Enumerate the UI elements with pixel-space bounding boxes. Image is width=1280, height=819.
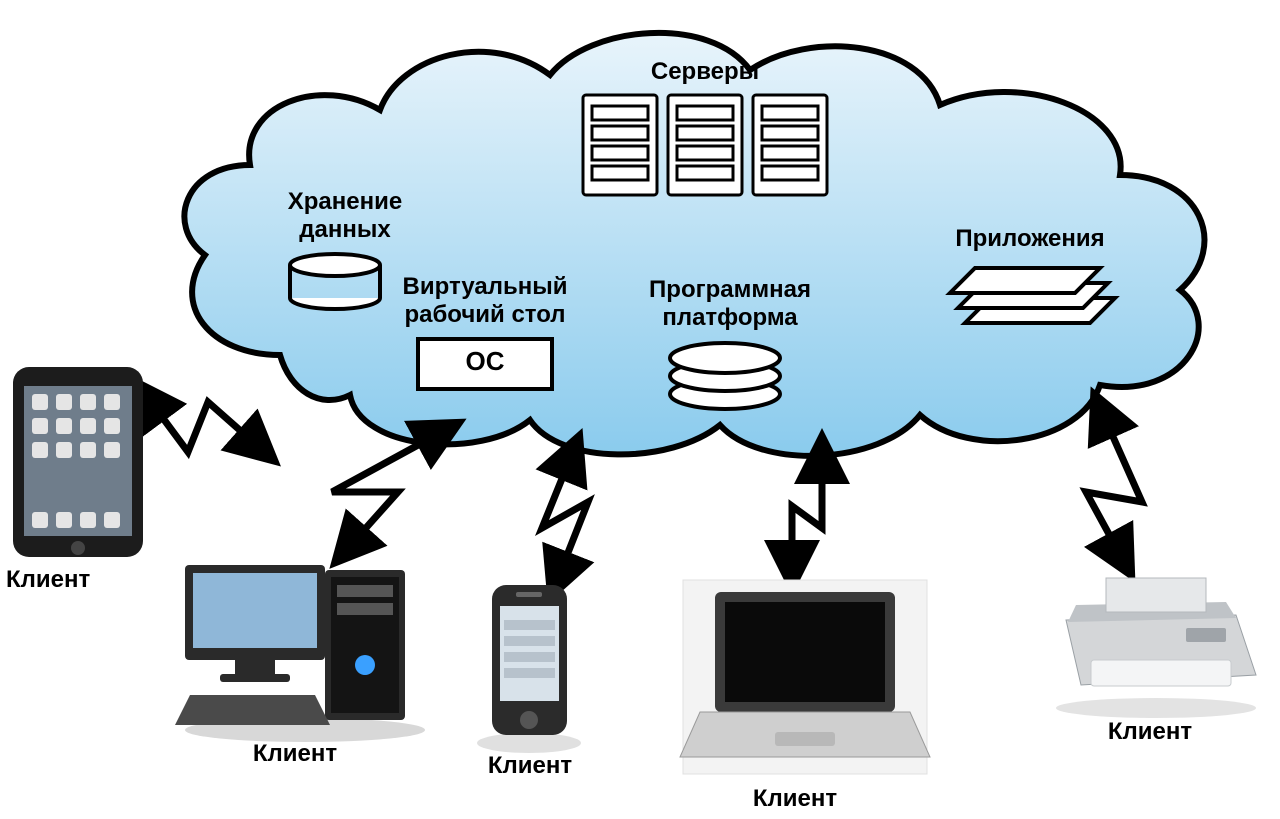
laptop-icon bbox=[675, 572, 935, 782]
arrow-desktop bbox=[332, 432, 442, 548]
tablet-icon bbox=[8, 362, 148, 562]
desktop-icon bbox=[175, 545, 435, 745]
label-client-phone: Клиент bbox=[460, 752, 600, 780]
arrow-printer bbox=[1086, 412, 1142, 558]
arrow-laptop bbox=[792, 456, 822, 568]
label-client-printer: Клиент bbox=[1080, 718, 1220, 746]
printer-icon bbox=[1046, 560, 1266, 720]
label-client-desktop: Клиент bbox=[225, 740, 365, 768]
label-client-tablet: Клиент bbox=[6, 566, 126, 594]
label-client-laptop: Клиент bbox=[725, 785, 865, 813]
arrow-phone bbox=[542, 454, 588, 578]
diagram-root: { "canvas":{"w":1280,"h":819,"bg":"#ffff… bbox=[0, 0, 1280, 819]
arrow-tablet bbox=[148, 398, 260, 452]
phone-icon bbox=[472, 580, 587, 755]
